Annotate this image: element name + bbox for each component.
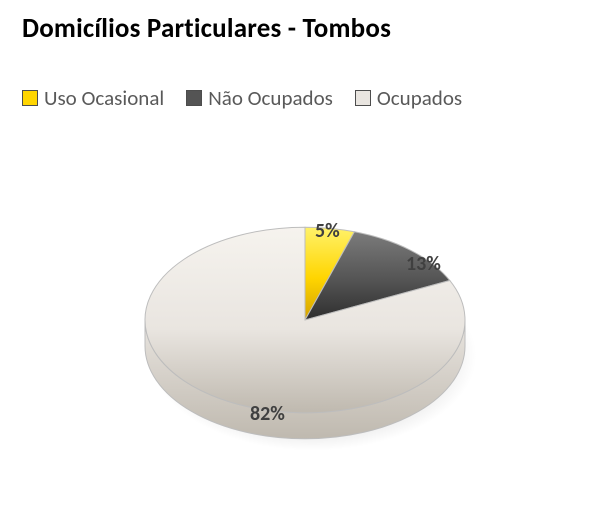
legend-swatch-nao-ocupados [186,90,202,106]
legend-label: Ocupados [377,85,462,111]
legend-item-nao-ocupados: Não Ocupados [186,85,333,111]
chart-title: Domicílios Particulares - Tombos [22,12,391,45]
data-label-não-ocupados: 13% [406,252,441,276]
legend-item-ocupados: Ocupados [355,85,462,111]
data-label-uso-ocasional: 5% [315,219,340,243]
legend-label: Não Ocupados [208,85,333,111]
pie-svg: 5% 13% 82% [90,120,520,500]
legend-swatch-ocupados [355,90,371,106]
pie-chart: 5% 13% 82% [90,120,520,500]
legend-swatch-uso-ocasional [22,90,38,106]
legend-label: Uso Ocasional [44,85,164,111]
legend-item-uso-ocasional: Uso Ocasional [22,85,164,111]
data-label-ocupados: 82% [250,402,285,426]
legend: Uso Ocasional Não Ocupados Ocupados [22,85,462,111]
